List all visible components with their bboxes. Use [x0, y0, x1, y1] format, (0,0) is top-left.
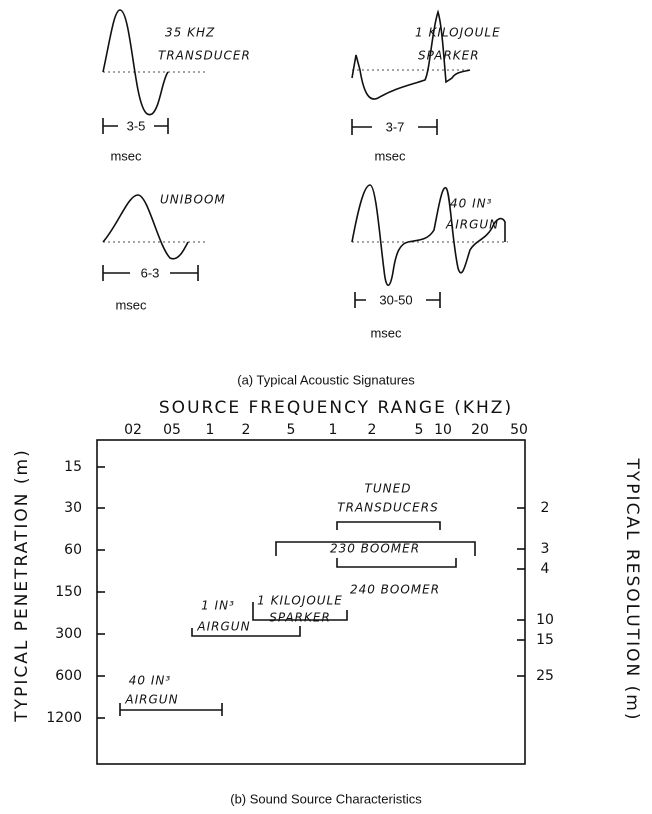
x-tick-label: 2 — [368, 422, 377, 438]
x-tick-label: 1 — [329, 422, 338, 438]
label: 35 KHZ — [165, 26, 215, 40]
waveform — [102, 194, 189, 260]
x-tick-label: 50 — [510, 422, 528, 438]
source-label: SPARKER — [269, 611, 331, 625]
waveform — [351, 184, 506, 287]
x-tick-label: 5 — [287, 422, 296, 438]
signature: 35 KHZ TRANSDUCER 3-5 msec — [102, 9, 251, 163]
y-tick-label: 1200 — [46, 710, 82, 726]
source-label: 1 KILOJOULE — [257, 594, 343, 608]
bracket — [102, 265, 199, 281]
unit: msec — [115, 297, 147, 312]
y2-tick-label: 15 — [536, 632, 554, 648]
x-tick-label: 20 — [471, 422, 489, 438]
unit: msec — [374, 148, 406, 163]
source-label: AIRGUN — [196, 620, 250, 634]
range-bracket — [336, 521, 441, 530]
x-axis-title: SOURCE FREQUENCY RANGE (KHZ) — [159, 398, 513, 418]
y-tick-label: 600 — [55, 668, 82, 684]
x-tick-label: 05 — [163, 422, 181, 438]
signature: 40 IN³ AIRGUN 30-50 msec — [351, 184, 508, 340]
bracket — [102, 118, 169, 134]
unit: msec — [110, 148, 142, 163]
source-label: AIRGUN — [124, 693, 178, 707]
y-tick-label: 30 — [64, 500, 82, 516]
bracket — [351, 119, 438, 135]
x-tick-label: 5 — [415, 422, 424, 438]
y-tick-label: 15 — [64, 459, 82, 475]
label: UNIBOOM — [160, 193, 226, 207]
source-label: 40 IN³ — [129, 674, 171, 688]
duration: 3-7 — [386, 119, 405, 134]
signature: UNIBOOM 6-3 msec — [102, 193, 226, 312]
range-bracket — [275, 541, 476, 556]
label: 40 IN³ — [450, 197, 492, 211]
ticks: 02 05 1 2 5 1 2 5 10 20 50153060150300600120023410… — [46, 422, 554, 726]
y-tick-label: 150 — [55, 584, 82, 600]
y2-tick-label: 4 — [541, 561, 550, 577]
signature: 1 KILOJOULE SPARKER 3-7 msec — [351, 9, 501, 163]
unit: msec — [370, 325, 402, 340]
plot-frame — [96, 439, 526, 765]
label: AIRGUN — [445, 218, 499, 232]
range-bracket — [252, 602, 348, 621]
label: SPARKER — [418, 49, 480, 63]
caption: (a) Typical Acoustic Signatures — [237, 372, 415, 387]
y-tick-label: 300 — [55, 626, 82, 642]
range-bracket — [119, 703, 223, 716]
y2-axis-title: TYPICAL RESOLUTION (m) — [622, 458, 642, 722]
range-bracket — [336, 558, 457, 568]
label: TRANSDUCER — [158, 49, 251, 63]
x-tick-label: 10 — [434, 422, 452, 438]
duration: 30-50 — [379, 292, 412, 307]
x-tick-label: 02 — [124, 422, 142, 438]
source-label: 1 IN³ — [201, 599, 235, 613]
waveform — [351, 9, 471, 100]
source-label: TUNED — [365, 482, 412, 496]
label: 1 KILOJOULE — [415, 26, 501, 40]
y2-tick-label: 2 — [541, 500, 550, 516]
y-axis-title: TYPICAL PENETRATION (m) — [12, 448, 32, 722]
range-bracket — [191, 626, 301, 637]
y-tick-label: 60 — [64, 542, 82, 558]
duration: 6-3 — [141, 265, 160, 280]
source-label: 240 BOOMER — [350, 583, 440, 597]
caption: (b) Sound Source Characteristics — [230, 791, 422, 806]
x-tick-label: 2 — [242, 422, 251, 438]
bracket — [354, 292, 441, 308]
source-label: TRANSDUCERS — [337, 501, 438, 515]
x-tick-label: 1 — [206, 422, 215, 438]
duration: 3-5 — [127, 118, 146, 133]
y2-tick-label: 25 — [536, 668, 554, 684]
source-label: 230 BOOMER — [330, 542, 420, 556]
y2-tick-label: 10 — [536, 612, 554, 628]
y2-tick-label: 3 — [541, 541, 550, 557]
waveform — [102, 9, 169, 116]
